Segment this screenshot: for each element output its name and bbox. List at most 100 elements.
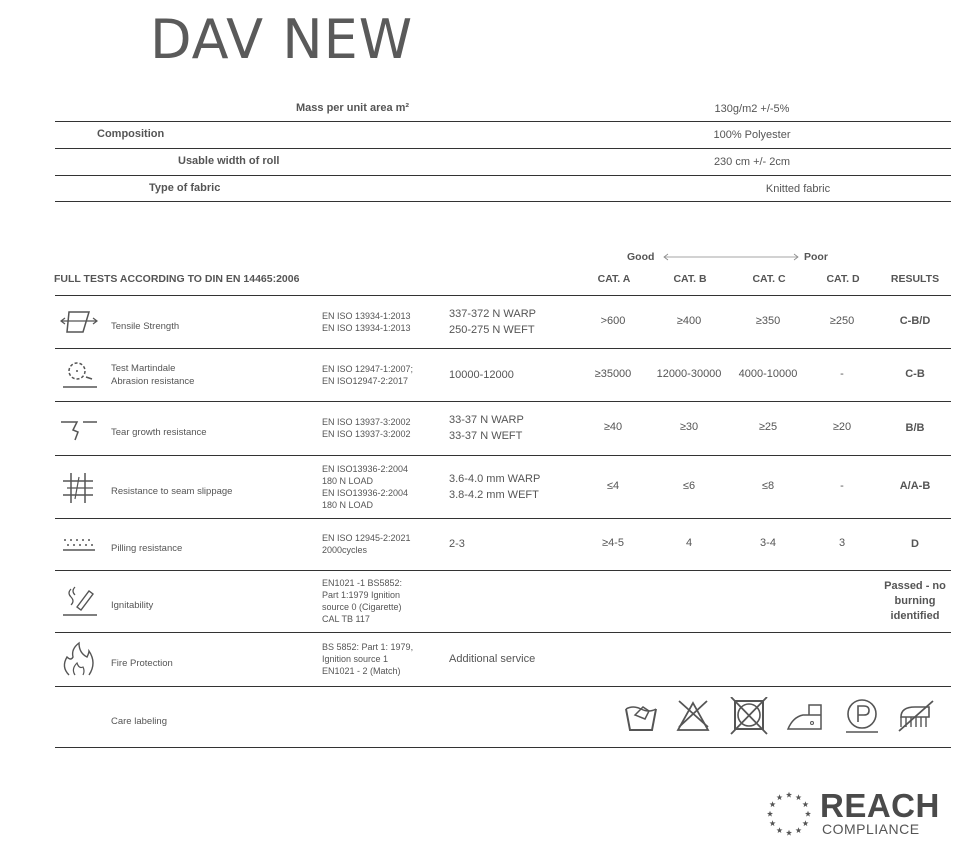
standard-line: EN ISO 12945-2:2021	[322, 533, 411, 543]
test-label-line: Pilling resistance	[111, 543, 183, 554]
cat-c-value: 4000-10000	[738, 367, 798, 380]
standard-line: BS 5852: Part 1: 1979,	[322, 642, 414, 652]
test-label: Test Martindale Abrasion resistance	[111, 362, 194, 388]
divider	[55, 148, 951, 149]
test-row: Fire Protection BS 5852: Part 1: 1979, Ign…	[55, 632, 951, 686]
test-row: Pilling resistance EN ISO 12945-2:2021 200…	[55, 518, 951, 570]
reach-compliance-logo: REACH COMPLIANCE	[765, 787, 945, 840]
standard-line: EN ISO 13937-3:2002	[322, 429, 411, 439]
test-result: D	[870, 537, 960, 552]
row-divider	[55, 518, 951, 519]
row-divider	[55, 686, 951, 687]
page-title: DAV NEW	[150, 8, 414, 71]
test-row: Tensile Strength EN ISO 13934-1:2013 EN IS…	[55, 295, 951, 348]
result-line: B/B	[905, 421, 925, 434]
row-divider	[55, 401, 951, 402]
test-label: Tensile Strength	[111, 320, 179, 333]
test-result: C-B/D	[870, 314, 960, 329]
standard-line: 180 N LOAD	[322, 475, 374, 486]
row-divider	[55, 295, 951, 296]
test-value: 10000-12000	[449, 367, 514, 383]
test-label-line: Care labeling	[111, 715, 167, 727]
standard-line: Ignition source 1	[322, 654, 389, 664]
scale-good-label: Good	[627, 251, 655, 263]
no-bleach-icon	[676, 700, 710, 731]
value-line: 3.6-4.0 mm WARP	[449, 472, 541, 485]
test-row: Ignitability EN1021 -1 BS5852: Part 1:1979…	[55, 570, 951, 632]
star-icon	[776, 794, 783, 801]
no-brushing-icon	[898, 700, 934, 732]
col-cat-d: CAT. D	[826, 273, 860, 285]
row-divider	[55, 348, 951, 349]
value-line: 3.8-4.2 mm WEFT	[449, 488, 539, 501]
reach-subtitle: COMPLIANCE	[822, 821, 920, 837]
standard-line: EN1021 -1 BS5852:	[322, 578, 403, 588]
value-line: 33-37 N WARP	[449, 414, 524, 426]
pilling-icon	[63, 539, 95, 551]
cat-c-value: ≤8	[761, 479, 775, 492]
test-row: Resistance to seam slippage EN ISO13936-2…	[55, 455, 951, 518]
standard-line: EN1021 - 2 (Match)	[322, 666, 401, 676]
tests-heading: FULL TESTS ACCORDING TO DIN EN 14465:200…	[54, 273, 300, 285]
cat-b-value: 4	[685, 537, 693, 549]
cat-a-value: ≥4-5	[602, 537, 624, 549]
divider	[55, 175, 951, 176]
star-icon	[769, 820, 776, 827]
test-value: 337-372 N WARP 250-275 N WEFT	[449, 306, 536, 338]
scale-poor-label: Poor	[804, 251, 828, 263]
cat-a-value: >600	[600, 314, 626, 327]
star-icon	[776, 827, 783, 833]
value-line: 2-3	[449, 538, 465, 550]
cigarette-icon	[63, 586, 97, 616]
test-label: Care labeling	[111, 715, 167, 728]
test-label-line: Ignitability	[111, 600, 154, 611]
star-icon	[795, 827, 802, 833]
standard-line: Part 1:1979 Ignition	[322, 590, 401, 600]
col-cat-c: CAT. C	[752, 273, 786, 285]
col-cat-b: CAT. B	[673, 273, 707, 285]
spec-label-fabric-type: Type of fabric	[149, 182, 221, 194]
star-icon	[767, 810, 773, 817]
spec-label-width: Usable width of roll	[178, 155, 280, 167]
value-line: 337-372 N WARP	[449, 307, 537, 320]
spec-value-fabric-type: Knitted fabric	[765, 183, 831, 195]
test-label: Fire Protection	[111, 657, 173, 670]
test-label-line: Abrasion resistance	[111, 375, 195, 387]
test-result: B/B	[870, 421, 960, 436]
martindale-abrasion-icon	[63, 361, 97, 388]
test-result: C-B	[870, 367, 960, 382]
result-line: identified	[890, 609, 940, 622]
test-label-line: Tensile Strength	[111, 320, 180, 332]
cat-a-value: ≥35000	[594, 367, 632, 380]
spec-label-mass: Mass per unit area m²	[296, 102, 410, 114]
test-row: Care labeling	[55, 686, 951, 747]
standard-line: EN ISO 13937-3:2002	[322, 417, 411, 427]
row-divider	[55, 632, 951, 633]
tear-growth-icon	[61, 421, 97, 441]
standard-line: EN ISO13936-2:2004	[322, 463, 409, 474]
test-label: Resistance to seam slippage	[111, 485, 232, 498]
result-line: C-B/D	[899, 315, 931, 327]
no-tumble-dry-icon	[730, 697, 768, 735]
cat-c-value: ≥25	[758, 421, 778, 433]
test-label: Pilling resistance	[111, 542, 182, 555]
result-line: burning	[894, 594, 936, 607]
spec-value-mass: 130g/m2 +/-5%	[714, 103, 790, 115]
test-row: Tear growth resistance EN ISO 13937-3:200…	[55, 401, 951, 455]
star-icon	[802, 801, 809, 808]
standard-line: EN ISO 13934-1:2013	[322, 310, 411, 321]
iron-low-icon	[786, 704, 822, 730]
cat-c-value: 3-4	[760, 537, 776, 549]
row-divider	[55, 570, 951, 571]
cat-d-value: -	[840, 479, 844, 492]
hand-wash-icon	[625, 706, 657, 731]
test-standard: EN ISO 13937-3:2002 EN ISO 13937-3:2002	[322, 416, 411, 440]
spec-label-composition: Composition	[97, 128, 165, 140]
test-value: Additional service	[449, 651, 535, 667]
test-standard: EN ISO 12945-2:2021 2000cycles	[322, 532, 411, 556]
standard-line: 2000cycles	[322, 545, 368, 555]
reach-title: REACH	[820, 787, 940, 824]
value-line: 10000-12000	[449, 368, 514, 381]
standard-line: CAL TB 117	[322, 614, 370, 624]
